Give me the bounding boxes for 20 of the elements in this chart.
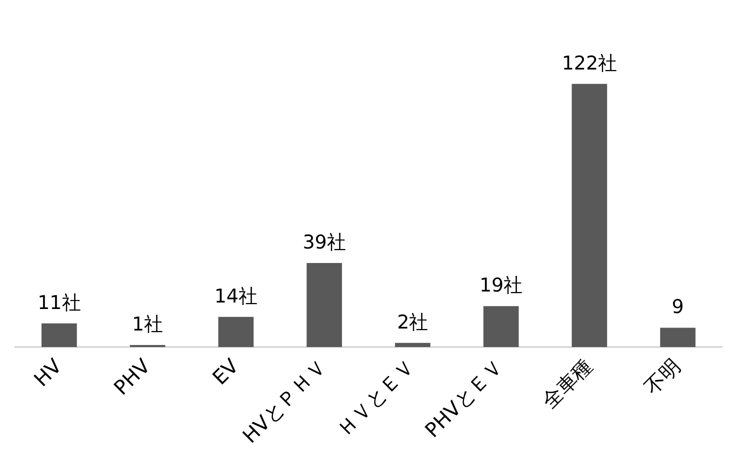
x-tick-label: ＨＶとＥＶ (332, 354, 420, 442)
data-label: 39社 (302, 231, 346, 254)
x-tick-label: 不明 (640, 354, 686, 400)
bar (42, 323, 77, 348)
data-label: 9 (672, 296, 684, 318)
bar (306, 262, 342, 348)
x-tick-label: 全車種 (537, 354, 597, 414)
data-label: 2社 (397, 311, 428, 334)
data-label: 1社 (132, 313, 164, 336)
x-tick-label: HV (29, 354, 67, 392)
data-label: 19社 (479, 274, 523, 297)
data-label: 11社 (38, 292, 81, 314)
bar (218, 316, 254, 348)
bar (660, 328, 696, 348)
bar (483, 306, 519, 348)
bar (130, 344, 166, 348)
bar (395, 342, 430, 348)
data-label: 122社 (562, 52, 618, 74)
data-label: 14社 (214, 285, 258, 308)
bar (572, 84, 608, 348)
